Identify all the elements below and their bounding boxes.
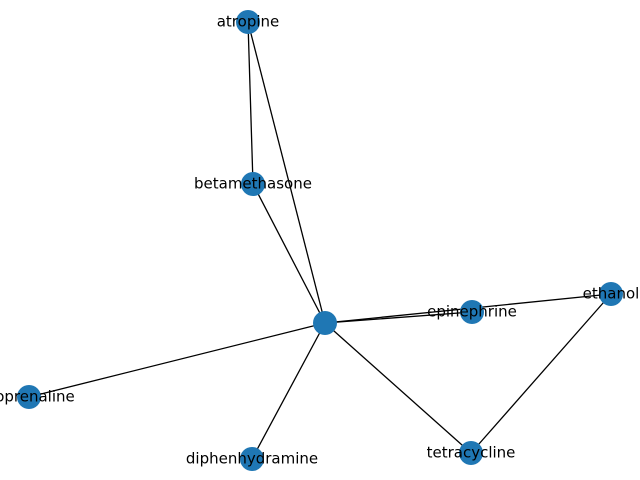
node-isoprenaline xyxy=(17,385,41,409)
label-layer: atropine betamethasone epinephrine ethanol i… xyxy=(0,13,639,468)
edge-center-isoprenaline xyxy=(28,322,326,398)
edge-center-betamethasone xyxy=(252,183,326,324)
node-layer xyxy=(17,10,623,471)
edge-atropine-betamethasone xyxy=(247,21,254,185)
node-epinephrine xyxy=(460,300,484,324)
edge-layer xyxy=(28,21,612,460)
node-label-betamethasone: betamethasone xyxy=(194,175,312,193)
edge-ethanol-tetracycline xyxy=(470,293,612,454)
node-label-tetracycline: tetracycline xyxy=(427,444,516,462)
node-label-diphenhydramine: diphenhydramine xyxy=(186,450,318,468)
node-betamethasone xyxy=(241,172,265,196)
node-ethanol xyxy=(599,282,623,306)
node-label-ethanol: ethanol xyxy=(583,285,640,303)
node-atropine xyxy=(236,10,260,34)
node-tetracycline xyxy=(459,441,483,465)
node-label-epinephrine: epinephrine xyxy=(427,303,517,321)
node-diphenhydramine xyxy=(240,447,264,471)
node-label-isoprenaline: isoprenaline xyxy=(0,388,75,406)
node-center xyxy=(313,311,337,335)
edge-center-diphenhydramine xyxy=(251,322,326,460)
edge-center-atropine xyxy=(247,21,326,324)
node-label-atropine: atropine xyxy=(217,13,280,31)
edge-center-tetracycline xyxy=(324,322,472,454)
